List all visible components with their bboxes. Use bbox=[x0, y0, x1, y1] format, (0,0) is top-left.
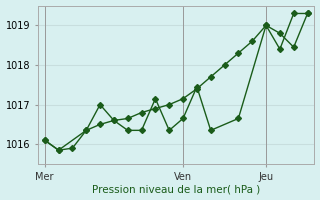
X-axis label: Pression niveau de la mer( hPa ): Pression niveau de la mer( hPa ) bbox=[92, 184, 260, 194]
